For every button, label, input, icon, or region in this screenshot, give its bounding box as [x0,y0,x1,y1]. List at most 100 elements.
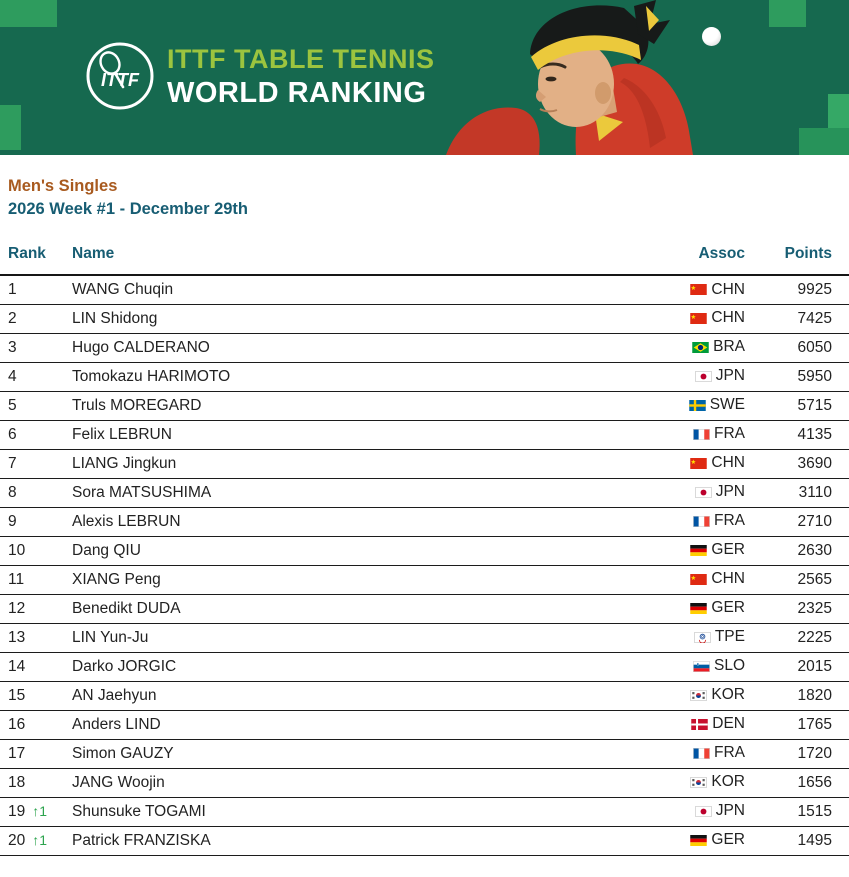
rank-up-indicator: ↑1 [32,802,48,819]
rank-number: 9 [8,512,17,530]
player-name: AN Jaehyun [72,681,625,711]
rank-cell: 18 [0,768,72,798]
rank-cell: 8 [0,478,72,508]
assoc-cell: SWE [625,391,745,421]
ittf-logo: ITTF [86,42,154,110]
table-tennis-ball-icon [702,27,721,46]
table-row: 14 Darko JORGIC SLO 2015 [0,652,849,682]
rank-up-indicator: ↑1 [32,831,48,848]
assoc-cell: FRA [625,420,745,450]
rank-number: 6 [8,425,17,443]
subheader: Men's Singles 2026 Week #1 - December 29… [0,155,849,221]
table-row: 5 Truls MOREGARD SWE 5715 [0,391,849,421]
assoc-wrap: DEN [691,715,745,733]
player-name: WANG Chuqin [72,275,625,305]
rank-number: 11 [8,570,25,588]
player-name: Benedikt DUDA [72,594,625,624]
rank-cell: 1 [0,275,72,305]
player-name: Patrick FRANZISKA [72,826,625,856]
rank-cell: 7 [0,449,72,479]
assoc-wrap: CHN [690,570,745,588]
assoc-cell: FRA [625,739,745,769]
decorative-square [769,0,806,27]
player-name: Darko JORGIC [72,652,625,682]
header-banner: ITTF ITTF TABLE TENNIS WORLD RANKING [0,0,849,155]
table-row: 13 LIN Yun-Ju TPE 2225 [0,623,849,653]
points-value: 3110 [745,478,849,508]
assoc-wrap: FRA [693,744,745,762]
rank-number: 12 [8,599,26,617]
decorative-square [0,0,57,27]
player-name: JANG Woojin [72,768,625,798]
flag-icon-jpn [694,805,712,817]
points-value: 7425 [745,304,849,334]
rank-number: 14 [8,657,26,675]
assoc-code: TPE [714,628,745,646]
table-header-row: Rank Name Assoc Points [0,233,849,276]
flag-icon-fra [693,747,710,759]
assoc-cell: CHN [625,304,745,334]
assoc-wrap: CHN [690,281,745,299]
points-value: 3690 [745,449,849,479]
player-name: Alexis LEBRUN [72,507,625,537]
assoc-wrap: SWE [688,396,745,414]
player-photo-illustration [446,0,693,155]
rank-cell: 17 [0,739,72,769]
points-value: 2015 [745,652,849,682]
assoc-cell: DEN [625,710,745,740]
rank-number: 19 [8,802,26,820]
points-value: 1495 [745,826,849,856]
rank-number: 7 [8,454,17,472]
player-name: Simon GAUZY [72,739,625,769]
player-name: LIN Shidong [72,304,625,334]
rank-cell: 16 [0,710,72,740]
points-value: 1820 [745,681,849,711]
points-value: 1720 [745,739,849,769]
week-title: 2026 Week #1 - December 29th [8,200,248,218]
player-name: Felix LEBRUN [72,420,625,450]
table-row: 10 Dang QIU GER 2630 [0,536,849,566]
assoc-wrap: SLO [693,657,745,675]
player-name: LIANG Jingkun [72,449,625,479]
player-name: XIANG Peng [72,565,625,595]
column-header-assoc: Assoc [625,233,745,276]
flag-icon-fra [693,515,710,527]
ittf-logo-text: ITTF [101,70,140,90]
flag-icon-tpe [694,631,711,643]
banner-title-line1: ITTF TABLE TENNIS [167,44,435,74]
flag-icon-chn [690,457,708,469]
assoc-code: JPN [715,802,745,820]
assoc-cell: KOR [625,681,745,711]
banner-title-line2: WORLD RANKING [167,77,427,109]
points-value: 2225 [745,623,849,653]
points-value: 1656 [745,768,849,798]
rank-cell: 15 [0,681,72,711]
points-value: 6050 [745,333,849,363]
flag-icon-ger [690,834,708,846]
flag-icon-den [691,718,709,730]
assoc-wrap: JPN [694,367,745,385]
column-header-points: Points [745,233,849,276]
rank-number: 13 [8,628,26,646]
table-row: 18 JANG Woojin KOR 1656 [0,768,849,798]
assoc-code: GER [711,599,745,617]
points-value: 1515 [745,797,849,827]
decorative-square [799,128,849,155]
assoc-wrap: KOR [690,686,745,704]
points-value: 5715 [745,391,849,421]
assoc-wrap: FRA [693,512,745,530]
rank-cell: 4 [0,362,72,392]
assoc-cell: BRA [625,333,745,363]
rank-number: 20 [8,831,26,849]
rank-cell: 3 [0,333,72,363]
assoc-code: CHN [711,280,745,298]
assoc-code: SWE [709,396,745,414]
points-value: 2630 [745,536,849,566]
table-row: 19 ↑1 Shunsuke TOGAMI JPN 1515 [0,797,849,827]
assoc-code: GER [711,831,745,849]
table-row: 1 WANG Chuqin CHN 9925 [0,275,849,305]
rank-cell: 20 ↑1 [0,826,72,856]
assoc-wrap: GER [690,541,745,559]
flag-icon-chn [690,573,708,585]
table-row: 7 LIANG Jingkun CHN 3690 [0,449,849,479]
